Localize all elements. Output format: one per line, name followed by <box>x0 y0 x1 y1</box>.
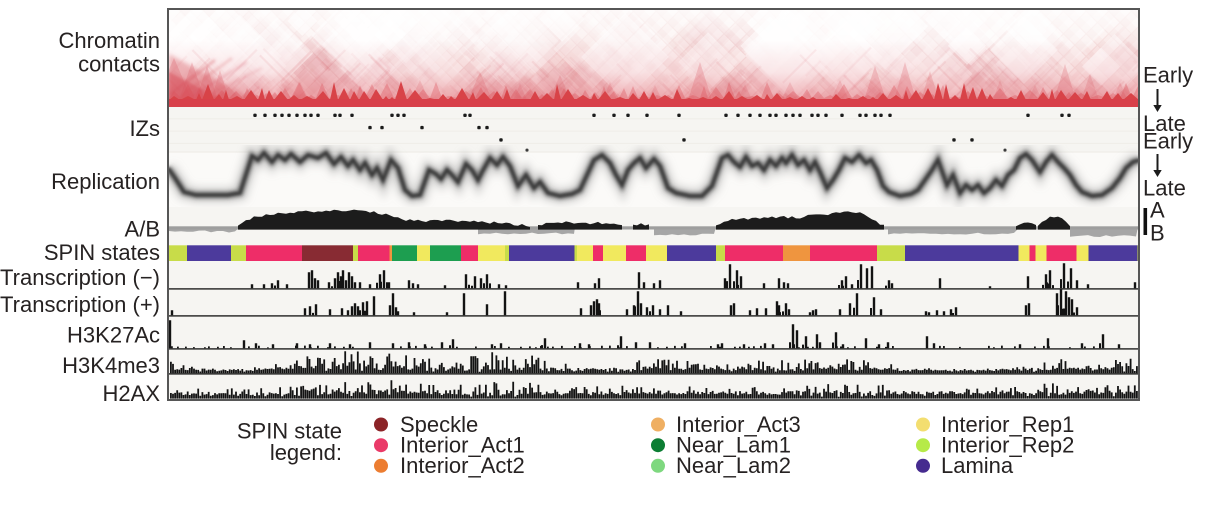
svg-text:Speckle: Speckle <box>400 412 478 437</box>
svg-text:IZs: IZs <box>129 116 160 141</box>
svg-text:Interior_Act3: Interior_Act3 <box>676 412 801 437</box>
svg-text:Late: Late <box>1143 176 1186 201</box>
svg-text:Interior_Rep2: Interior_Rep2 <box>941 433 1074 458</box>
svg-text:Interior_Act1: Interior_Act1 <box>400 433 525 458</box>
svg-text:legend:: legend: <box>270 440 342 465</box>
svg-text:Interior_Rep1: Interior_Rep1 <box>941 412 1074 437</box>
svg-text:H2AX: H2AX <box>103 381 161 406</box>
svg-text:Early: Early <box>1143 63 1193 88</box>
svg-text:Transcription (−): Transcription (−) <box>0 265 160 290</box>
svg-text:Lamina: Lamina <box>941 453 1014 478</box>
svg-text:B: B <box>1150 221 1165 246</box>
svg-text:Near_Lam1: Near_Lam1 <box>676 433 791 458</box>
svg-text:Transcription (+): Transcription (+) <box>0 292 160 317</box>
svg-text:H3K4me3: H3K4me3 <box>62 353 160 378</box>
svg-text:Chromatin: Chromatin <box>59 28 160 53</box>
svg-text:Early: Early <box>1143 129 1193 154</box>
svg-text:H3K27Ac: H3K27Ac <box>67 323 160 348</box>
svg-text:Near_Lam2: Near_Lam2 <box>676 453 791 478</box>
svg-text:SPIN state: SPIN state <box>237 419 342 444</box>
svg-text:contacts: contacts <box>78 52 160 77</box>
svg-text:Interior_Act2: Interior_Act2 <box>400 453 525 478</box>
svg-text:Replication: Replication <box>51 169 160 194</box>
svg-text:A/B: A/B <box>125 217 160 242</box>
svg-text:SPIN states: SPIN states <box>44 240 160 265</box>
svg-text:A: A <box>1150 198 1165 223</box>
svg-text:Late: Late <box>1143 111 1186 136</box>
